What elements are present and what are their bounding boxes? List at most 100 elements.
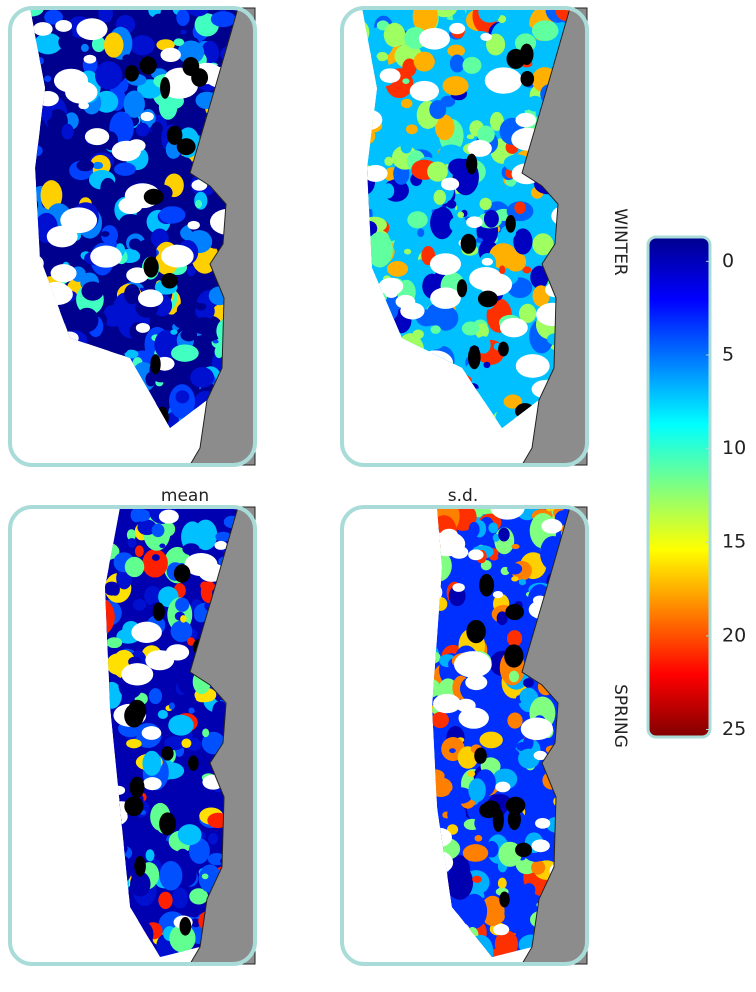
- dark-blob: [505, 214, 516, 233]
- field-blob: [150, 121, 163, 136]
- field-blob: [130, 871, 151, 897]
- field-blob: [151, 554, 160, 561]
- field-blob: [129, 238, 142, 250]
- field-blob: [507, 563, 523, 575]
- field-blob: [175, 390, 190, 404]
- field-blob: [122, 54, 132, 62]
- field-blob: [119, 214, 143, 232]
- gap-blob: [440, 528, 458, 542]
- dark-blob: [161, 273, 178, 289]
- field-blob: [492, 533, 500, 542]
- dark-blob: [150, 354, 161, 375]
- field-blob: [157, 709, 168, 719]
- field-blob: [124, 349, 139, 359]
- field-blob: [105, 598, 115, 636]
- field-blob: [527, 926, 535, 934]
- field-blob: [208, 832, 219, 845]
- field-blob: [151, 523, 165, 538]
- field-blob: [402, 78, 410, 84]
- field-blob: [189, 888, 209, 905]
- dark-blob: [505, 603, 525, 621]
- gap-blob: [535, 818, 551, 829]
- field-blob: [167, 155, 193, 172]
- gap-blob: [481, 257, 493, 266]
- field-blob: [126, 529, 137, 541]
- field-blob: [127, 537, 137, 548]
- gap-blob: [126, 267, 149, 284]
- field-blob: [177, 40, 205, 64]
- field-blob: [522, 883, 536, 897]
- field-blob: [407, 211, 428, 229]
- gap-blob: [440, 177, 460, 191]
- field-blob: [384, 156, 394, 167]
- field-blob: [498, 265, 506, 275]
- gap-blob: [469, 267, 503, 291]
- field-blob: [142, 750, 162, 776]
- field-blob: [186, 265, 196, 277]
- field-blob: [214, 345, 224, 359]
- field-blob: [131, 580, 141, 591]
- field-blob: [124, 556, 145, 578]
- field-blob: [40, 180, 63, 211]
- dark-blob: [176, 138, 196, 156]
- field-blob: [531, 860, 546, 875]
- field-blob: [449, 787, 473, 804]
- field-blob: [432, 650, 441, 664]
- field-blob: [413, 51, 435, 72]
- gap-blob: [214, 540, 228, 550]
- field-blob: [201, 873, 209, 880]
- field-blob: [170, 620, 193, 643]
- field-blob: [506, 630, 523, 647]
- gap-blob: [452, 583, 465, 592]
- field-blob: [176, 780, 196, 795]
- field-blob: [100, 231, 110, 237]
- field-blob: [61, 123, 74, 140]
- dark-blob: [481, 800, 501, 818]
- field-blob: [108, 341, 129, 355]
- panel-frame: [8, 6, 257, 467]
- field-blob: [91, 188, 101, 197]
- field-blob: [514, 201, 526, 214]
- gap-blob: [433, 693, 461, 714]
- gap-blob: [160, 72, 198, 99]
- field-blob: [173, 231, 181, 241]
- field-blob: [142, 549, 168, 578]
- field-blob: [76, 159, 94, 172]
- dark-blob: [152, 602, 165, 621]
- gap-blob: [33, 22, 53, 36]
- field-blob: [44, 9, 63, 25]
- dark-blob: [166, 125, 183, 145]
- gap-blob: [531, 839, 550, 853]
- field-blob: [94, 61, 123, 90]
- gap-blob: [484, 67, 523, 94]
- field-blob: [180, 615, 187, 623]
- field-blob: [215, 531, 232, 542]
- field-blob: [163, 674, 175, 686]
- gap-blob: [378, 277, 404, 296]
- field-blob: [466, 134, 475, 140]
- field-blob: [463, 599, 479, 611]
- gap-blob: [493, 924, 510, 936]
- dark-blob: [506, 48, 526, 69]
- gap-blob: [121, 663, 154, 686]
- field-blob: [495, 726, 502, 732]
- gap-blob: [143, 777, 162, 791]
- map-panel: [8, 6, 257, 467]
- field-blob: [175, 848, 190, 867]
- field-blob: [457, 230, 465, 238]
- field-blob: [188, 837, 210, 864]
- field-blob: [202, 728, 210, 738]
- field-blob: [159, 543, 166, 549]
- field-blob: [513, 228, 533, 255]
- field-blob: [497, 15, 507, 24]
- field-blob: [397, 38, 407, 46]
- dark-blob: [504, 644, 524, 668]
- gap-blob: [140, 111, 154, 122]
- map-panel: [340, 505, 589, 966]
- gap-blob: [161, 244, 194, 268]
- field-blob: [523, 736, 534, 751]
- dark-blob: [474, 747, 487, 764]
- gap-blob: [458, 707, 489, 729]
- gap-blob: [466, 216, 483, 228]
- field-blob: [531, 20, 559, 42]
